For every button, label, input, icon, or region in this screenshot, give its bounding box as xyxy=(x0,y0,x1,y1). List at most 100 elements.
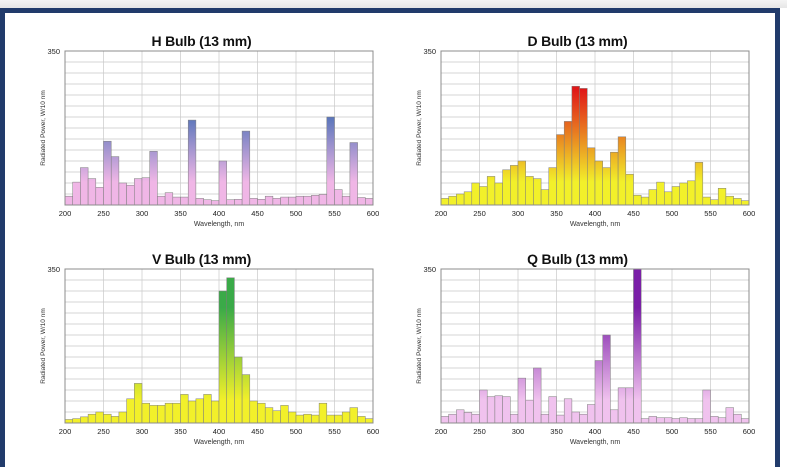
bar xyxy=(717,188,727,206)
bar xyxy=(226,277,235,424)
y-axis-label: Radiated Power, W/10 nm xyxy=(40,90,47,166)
bar xyxy=(349,407,358,424)
bar xyxy=(671,418,680,424)
bar xyxy=(517,160,526,206)
bar xyxy=(80,416,89,424)
bar xyxy=(548,167,557,206)
bar xyxy=(502,169,511,206)
bar xyxy=(157,195,166,206)
x-tick-label: 300 xyxy=(136,427,149,436)
bar xyxy=(648,416,657,424)
bar xyxy=(571,411,580,424)
bar xyxy=(311,414,320,424)
chart-title: H Bulb (13 mm) xyxy=(151,33,252,49)
bar xyxy=(533,367,542,424)
x-tick-label: 250 xyxy=(97,209,110,218)
x-tick-label: 400 xyxy=(589,427,602,436)
bar xyxy=(725,407,734,424)
y-tick-label: 350 xyxy=(423,47,436,56)
bar xyxy=(118,411,127,424)
bar xyxy=(149,405,158,424)
x-tick-label: 350 xyxy=(550,427,563,436)
bar xyxy=(733,413,742,424)
bar xyxy=(640,418,650,424)
bar xyxy=(126,184,135,206)
x-tick-label: 250 xyxy=(97,427,110,436)
bar xyxy=(479,186,488,206)
x-tick-label: 600 xyxy=(367,427,380,436)
x-tick-label: 450 xyxy=(251,209,264,218)
x-tick-label: 200 xyxy=(59,427,72,436)
bar xyxy=(525,176,534,206)
bar xyxy=(303,195,312,206)
x-tick-label: 250 xyxy=(473,427,486,436)
bar xyxy=(679,417,688,424)
bar xyxy=(365,198,374,206)
chart-panel-v-bulb: V Bulb (13 mm) 200 250 300 350 400 450 500 550 6… xyxy=(9,245,394,465)
bar xyxy=(602,167,611,206)
bar xyxy=(733,198,742,206)
bar xyxy=(87,178,97,206)
bar xyxy=(671,186,680,206)
bar xyxy=(571,85,580,206)
bar xyxy=(440,416,449,424)
bar xyxy=(303,413,312,424)
bar xyxy=(257,199,266,206)
x-tick-label: 300 xyxy=(136,209,149,218)
bar xyxy=(95,187,104,206)
bar xyxy=(479,389,488,424)
bar xyxy=(471,413,480,424)
bar xyxy=(126,398,135,424)
x-tick-label: 200 xyxy=(59,209,72,218)
bar xyxy=(587,147,596,206)
bar xyxy=(288,196,297,206)
x-tick-label: 450 xyxy=(627,209,640,218)
bar xyxy=(141,177,150,206)
bar xyxy=(349,142,358,206)
bar xyxy=(533,178,542,206)
bar xyxy=(118,182,127,206)
figure-frame: H Bulb (13 mm) 200 250 300 350 400 450 500 550 6… xyxy=(0,8,780,467)
x-tick-label: 350 xyxy=(174,427,187,436)
bar xyxy=(594,160,603,206)
x-tick-label: 500 xyxy=(290,427,303,436)
y-axis-label: Radiated Power, W/10 nm xyxy=(40,308,47,384)
bar xyxy=(471,182,480,206)
x-tick-label: 600 xyxy=(743,427,756,436)
bar xyxy=(295,195,304,206)
bar xyxy=(341,195,351,206)
bar xyxy=(264,407,274,424)
bar xyxy=(633,195,642,206)
bar xyxy=(272,410,281,424)
x-axis-label: Wavelength, nm xyxy=(570,221,620,228)
bar xyxy=(218,160,227,206)
bar xyxy=(625,173,634,206)
bar xyxy=(502,396,511,424)
bar xyxy=(357,416,366,424)
x-axis-label: Wavelength, nm xyxy=(570,439,620,446)
x-tick-label: 600 xyxy=(367,209,380,218)
bar xyxy=(295,414,304,424)
bar xyxy=(365,418,374,424)
bar xyxy=(211,200,220,206)
x-tick-label: 550 xyxy=(328,427,341,436)
bar xyxy=(249,198,258,206)
bar xyxy=(664,191,673,206)
bar xyxy=(725,195,734,206)
x-tick-label: 250 xyxy=(473,209,486,218)
bar xyxy=(288,411,297,424)
bar xyxy=(610,409,619,424)
bar xyxy=(694,162,704,206)
bar xyxy=(710,199,719,206)
bar xyxy=(334,414,343,424)
y-tick-label: 350 xyxy=(47,265,60,274)
chart-panel-h-bulb: H Bulb (13 mm) 200 250 300 350 400 450 500 550 6… xyxy=(9,27,394,247)
bar xyxy=(241,374,251,424)
x-axis-label: Wavelength, nm xyxy=(194,221,244,228)
h-bulb-chart: 200 250 300 350 400 450 500 550 600 350 Wavelength… xyxy=(40,47,380,228)
bar xyxy=(334,189,343,206)
bar xyxy=(234,199,243,206)
bar xyxy=(617,387,627,424)
bar xyxy=(687,180,696,206)
bar xyxy=(110,416,120,424)
